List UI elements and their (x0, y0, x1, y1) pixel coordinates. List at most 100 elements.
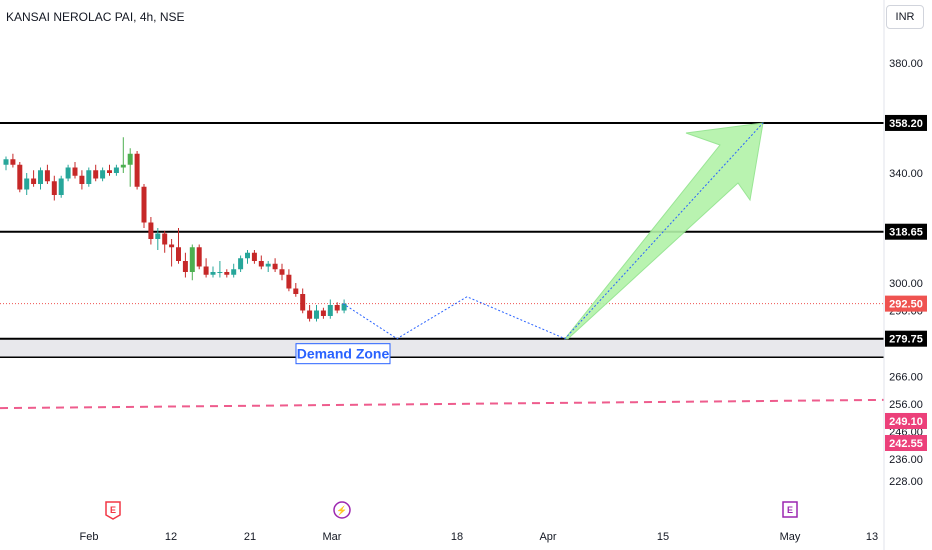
earnings-label: E (787, 505, 793, 515)
candle-14 (100, 170, 106, 179)
level-badge-1-bg (885, 223, 927, 240)
demand-zone-label-box (295, 343, 391, 365)
candle-30 (210, 272, 216, 275)
price-tick-4: 266.00 (889, 372, 923, 384)
time-tick-4: 18 (451, 531, 463, 543)
candle-1 (10, 159, 16, 165)
candle-27 (189, 247, 195, 272)
price-axis: 380.00340.00300.00290.00266.00256.00246.… (883, 0, 923, 550)
candle-47 (327, 305, 333, 316)
candle-16 (113, 167, 119, 173)
candle-29 (203, 266, 209, 275)
candle-10 (72, 167, 78, 176)
demand-zone (0, 338, 884, 358)
event-earnings-0: E (105, 501, 121, 520)
demand-zone-label: Demand Zone (297, 346, 390, 362)
chart-title: KANSAI NEROLAC PAI, 4h, NSE (6, 10, 185, 24)
candle-37 (258, 261, 264, 267)
dividend-label: ⚡ (336, 505, 347, 517)
candle-26 (182, 261, 188, 272)
time-tick-0: Feb (80, 531, 99, 543)
last-price-badge: 292.50 (889, 299, 923, 311)
level-lines-layer (0, 121, 884, 340)
earnings-icon (782, 501, 798, 518)
candle-8 (58, 178, 64, 195)
candle-24 (169, 244, 175, 248)
candle-6 (44, 170, 50, 182)
candle-39 (272, 263, 278, 270)
time-tick-2: 21 (244, 531, 256, 543)
level-badge-1: 318.65 (889, 227, 923, 239)
candle-0 (3, 159, 9, 165)
candle-31 (217, 272, 223, 273)
candle-19 (134, 153, 140, 187)
level-badge-2-bg (885, 330, 927, 347)
candle-33 (231, 269, 237, 275)
candle-4 (31, 178, 37, 184)
price-tick-8: 228.00 (889, 476, 923, 488)
indicator-badge-1: 242.55 (889, 438, 923, 450)
candle-28 (196, 247, 202, 267)
candles-layer (3, 137, 347, 322)
candle-43 (300, 294, 306, 311)
time-tick-5: Apr (539, 531, 556, 543)
candle-40 (279, 269, 285, 275)
moving-average-line (0, 398, 885, 410)
candle-3 (24, 178, 30, 190)
candle-20 (141, 186, 147, 223)
price-tick-2: 300.00 (889, 278, 923, 290)
price-tick-1: 340.00 (889, 168, 923, 180)
candle-11 (79, 175, 85, 184)
demand-zone-layer: Demand Zone (0, 338, 884, 365)
candle-12 (86, 170, 92, 184)
time-tick-1: 12 (165, 531, 177, 543)
candle-48 (334, 305, 340, 311)
price-badges: 358.20 318.65 279.75 292.50 249.10 242.55 (885, 114, 927, 451)
candle-46 (320, 310, 326, 316)
candle-36 (251, 252, 257, 261)
earnings-icon (105, 501, 121, 520)
indicator-badge-0-bg (885, 412, 927, 429)
price-tick-5: 256.00 (889, 399, 923, 411)
candle-21 (148, 222, 154, 239)
time-tick-8: 13 (866, 531, 878, 543)
candle-42 (293, 288, 299, 294)
events-layer: E ⚡ E (105, 501, 798, 520)
candle-44 (307, 310, 313, 319)
candle-7 (51, 181, 57, 195)
price-tick-7: 236.00 (889, 454, 923, 466)
level-badge-0-bg (885, 114, 927, 131)
time-axis: Feb 12 21 Mar 18 Apr 15 May 13 (80, 531, 879, 543)
earnings-label: E (110, 505, 116, 515)
candle-49 (341, 303, 347, 311)
time-tick-3: Mar (323, 531, 342, 543)
candle-41 (286, 274, 292, 289)
projection-path (342, 122, 764, 340)
dividend-icon (333, 501, 351, 519)
last-price-badge-bg (885, 295, 927, 312)
candle-17 (120, 164, 126, 168)
currency-button[interactable]: INR (886, 5, 924, 29)
projection-layer (342, 122, 764, 340)
time-tick-6: 15 (657, 531, 669, 543)
candle-23 (162, 233, 168, 245)
time-tick-7: May (780, 531, 801, 543)
candle-22 (155, 233, 161, 239)
candle-18 (127, 153, 133, 165)
candle-2 (17, 164, 23, 190)
indicator-badge-0: 249.10 (889, 416, 923, 428)
candle-38 (265, 263, 271, 267)
event-dividend-1: ⚡ (333, 501, 351, 519)
candle-15 (107, 170, 112, 173)
candle-13 (93, 170, 99, 179)
candle-32 (224, 272, 230, 275)
price-tick-0: 380.00 (889, 58, 923, 70)
moving-average-layer (0, 398, 885, 410)
candle-25 (176, 247, 181, 261)
event-earnings-2: E (782, 501, 798, 518)
candle-45 (314, 310, 319, 319)
candle-35 (245, 252, 250, 259)
candle-5 (38, 170, 43, 184)
level-badge-0: 358.20 (889, 118, 923, 130)
